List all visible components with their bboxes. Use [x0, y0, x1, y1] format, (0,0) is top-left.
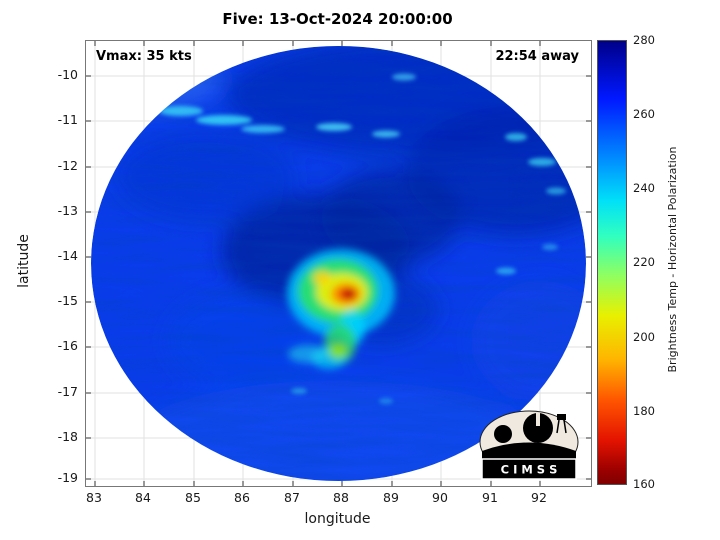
- observatory-dome-icon: [523, 413, 553, 443]
- x-tick: 84: [135, 490, 151, 505]
- satellite-image: C I M S S: [86, 41, 591, 486]
- colorbar-tick: 220: [633, 255, 655, 269]
- colorbar: [597, 40, 627, 485]
- y-tick: -16: [57, 338, 78, 353]
- x-tick: 87: [284, 490, 300, 505]
- colorbar-tick: 280: [633, 33, 655, 47]
- colorbar-tick: 180: [633, 404, 655, 418]
- tick-marks: [86, 41, 591, 486]
- y-tick: -11: [57, 112, 78, 127]
- colorbar-tick: 240: [633, 181, 655, 195]
- water-tower-icon: [557, 414, 566, 420]
- eta-label: 22:54 away: [495, 49, 579, 64]
- x-tick: 85: [185, 490, 201, 505]
- x-tick: 89: [383, 490, 399, 505]
- swath-imagery: [91, 46, 586, 481]
- colorbar-label: Brightness Temp - Horizontal Polarizatio…: [666, 146, 679, 373]
- x-tick: 91: [482, 490, 498, 505]
- x-tick: 92: [531, 490, 547, 505]
- y-tick: -17: [57, 384, 78, 399]
- y-tick: -12: [57, 158, 78, 173]
- colorbar-tick: 160: [633, 477, 655, 491]
- x-axis-label: longitude: [304, 511, 371, 527]
- y-tick: -19: [57, 470, 78, 485]
- plot-area: C I M S S Vmax: 35 kts 22:54 away: [85, 40, 592, 487]
- x-tick: 90: [432, 490, 448, 505]
- y-tick: -13: [57, 203, 78, 218]
- colorbar-tick: 200: [633, 330, 655, 344]
- colorbar-tick: 260: [633, 107, 655, 121]
- x-tick: 86: [234, 490, 250, 505]
- logo-text: C I M S S: [501, 463, 558, 477]
- cimss-logo: C I M S S: [479, 410, 579, 480]
- y-tick: -15: [57, 293, 78, 308]
- figure-title: Five: 13-Oct-2024 20:00:00: [222, 10, 453, 28]
- y-tick: -18: [57, 429, 78, 444]
- y-tick: -10: [57, 67, 78, 82]
- x-tick: 88: [333, 490, 349, 505]
- vmax-label: Vmax: 35 kts: [96, 49, 192, 64]
- y-axis-label: latitude: [16, 234, 32, 288]
- x-tick: 83: [86, 490, 102, 505]
- y-tick: -14: [57, 248, 78, 263]
